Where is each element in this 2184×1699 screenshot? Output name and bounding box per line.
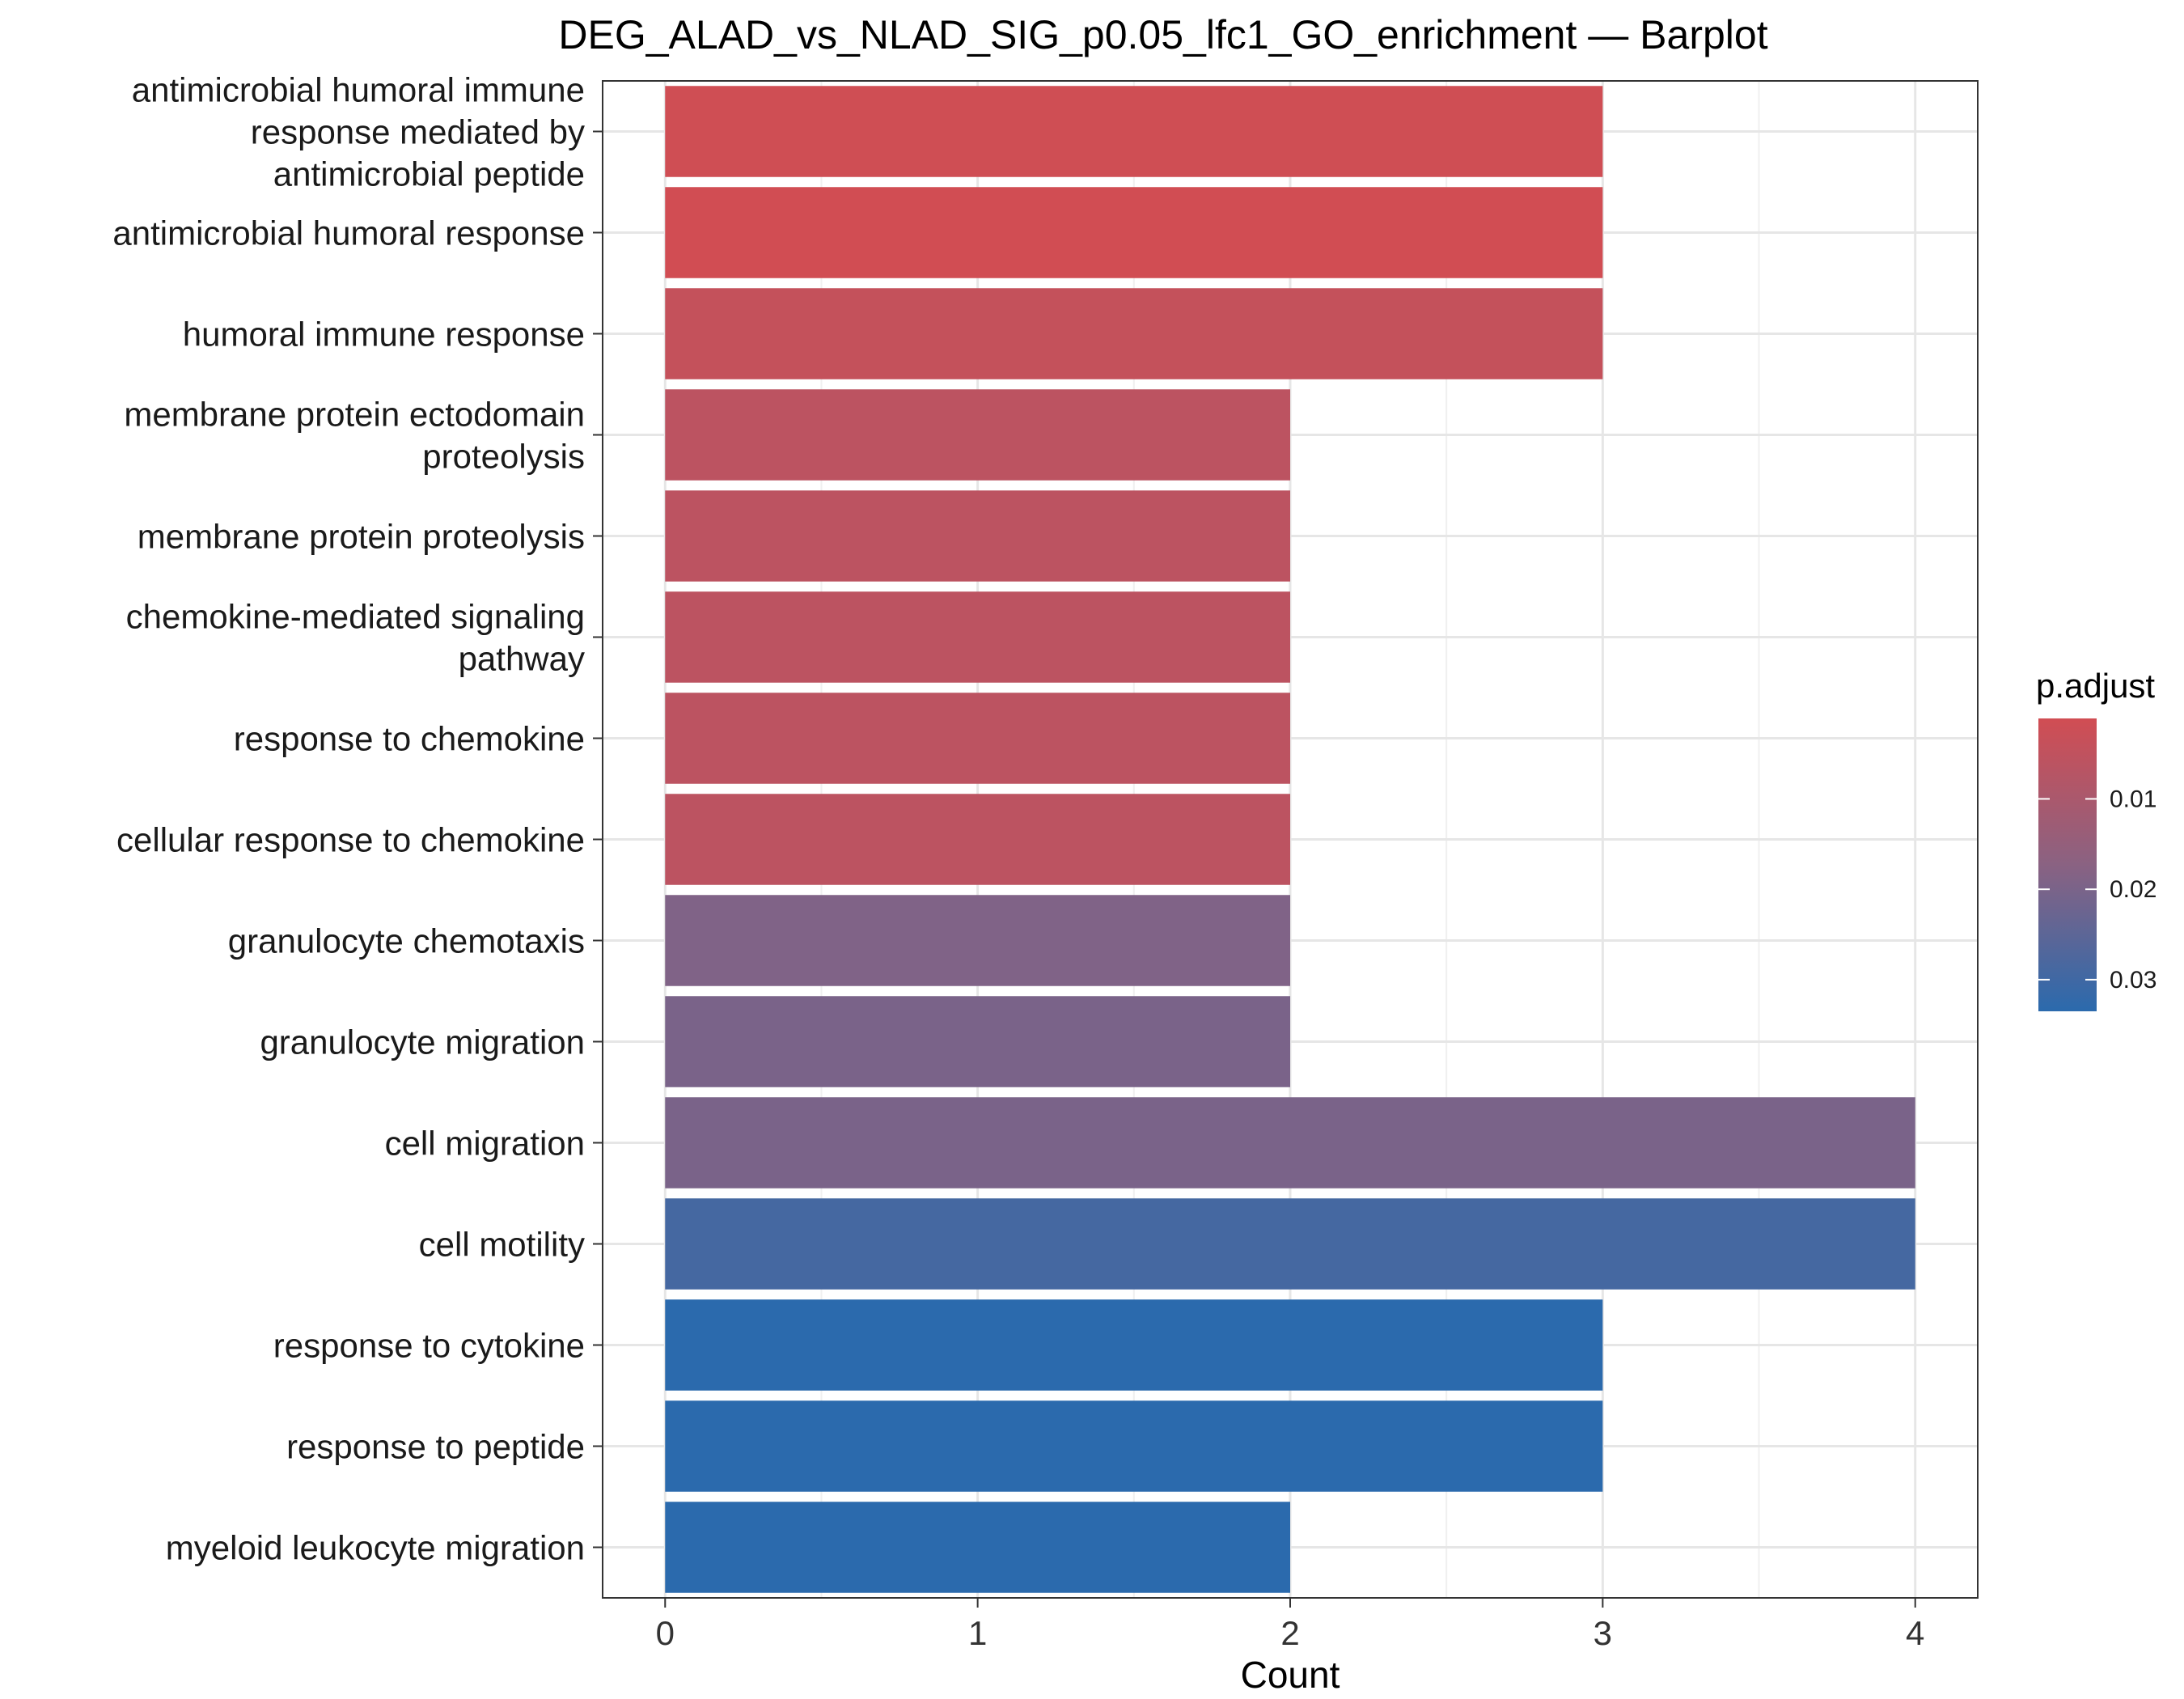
x-tick-label: 3 [1594, 1614, 1612, 1652]
x-axis-ticks: 0 1 2 3 4 [656, 1598, 1924, 1652]
x-tick-label: 2 [1280, 1614, 1299, 1652]
x-tick-label: 1 [968, 1614, 987, 1652]
bar [665, 1097, 1915, 1188]
category-label-line: antimicrobial humoral immune [132, 71, 585, 109]
bar [665, 86, 1603, 177]
legend-ticks: 0.01 0.02 0.03 [2038, 786, 2156, 994]
category-label: myeloid leukocyte migration [166, 1529, 585, 1567]
bar [665, 693, 1290, 784]
x-tick-label: 4 [1906, 1614, 1924, 1652]
category-label-line: antimicrobial humoral response [112, 214, 585, 252]
x-axis-title: Count [1241, 1654, 1340, 1696]
bars [665, 86, 1915, 1593]
category-label-line: response to cytokine [273, 1327, 585, 1365]
category-label-line: granulocyte migration [260, 1023, 585, 1061]
chart-title: DEG_ALAD_vs_NLAD_SIG_p0.05_lfc1_GO_enric… [558, 12, 1767, 57]
category-label-line: pathway [459, 640, 585, 678]
category-labels: antimicrobial humoral immune response med… [112, 71, 603, 1567]
legend-title: p.adjust [2036, 667, 2155, 705]
bar [665, 895, 1290, 986]
category-label-line: proteolysis [422, 438, 585, 476]
legend-tick-label: 0.01 [2110, 786, 2156, 812]
category-label: chemokine-mediated signaling pathway [126, 598, 585, 678]
bar [665, 1400, 1603, 1492]
category-label-line: myeloid leukocyte migration [166, 1529, 585, 1567]
category-label: response to chemokine [234, 720, 585, 758]
category-label-line: cell motility [419, 1226, 585, 1264]
category-label-line: chemokine-mediated signaling [126, 598, 585, 636]
bar [665, 389, 1290, 481]
category-label: granulocyte migration [260, 1023, 585, 1061]
category-label-line: cell migration [385, 1125, 585, 1163]
category-label-line: membrane protein ectodomain [124, 396, 585, 434]
bar [665, 1198, 1915, 1290]
category-label-line: cellular response to chemokine [116, 821, 585, 859]
bar [665, 996, 1290, 1087]
bar [665, 288, 1603, 379]
category-label-line: response to peptide [286, 1428, 585, 1466]
bar [665, 1502, 1290, 1593]
legend-colorbar [2038, 718, 2097, 1011]
category-label: cell migration [385, 1125, 585, 1163]
category-label: humoral immune response [183, 316, 585, 354]
category-label-line: response to chemokine [234, 720, 585, 758]
category-label: membrane protein ectodomain proteolysis [124, 396, 585, 476]
x-tick-label: 0 [656, 1614, 675, 1652]
category-label-line: membrane protein proteolysis [138, 518, 585, 556]
category-label: cell motility [419, 1226, 585, 1264]
category-label-line: response mediated by [251, 113, 585, 151]
bar [665, 591, 1290, 683]
category-label: response to peptide [286, 1428, 585, 1466]
category-label: response to cytokine [273, 1327, 585, 1365]
category-label: membrane protein proteolysis [138, 518, 585, 556]
color-legend: p.adjust 0.01 0.02 0.03 [2036, 667, 2156, 1011]
category-label-line: humoral immune response [183, 316, 585, 354]
category-label: granulocyte chemotaxis [228, 922, 585, 960]
category-label-line: granulocyte chemotaxis [228, 922, 585, 960]
bar [665, 794, 1290, 885]
legend-tick-label: 0.02 [2110, 876, 2156, 903]
legend-tick-label: 0.03 [2110, 967, 2156, 994]
category-label-line: antimicrobial peptide [273, 155, 585, 193]
category-label: cellular response to chemokine [116, 821, 585, 859]
category-label: antimicrobial humoral immune response med… [132, 71, 585, 193]
bar [665, 1299, 1603, 1391]
bar [665, 490, 1290, 582]
category-label: antimicrobial humoral response [112, 214, 585, 252]
bar [665, 187, 1603, 278]
